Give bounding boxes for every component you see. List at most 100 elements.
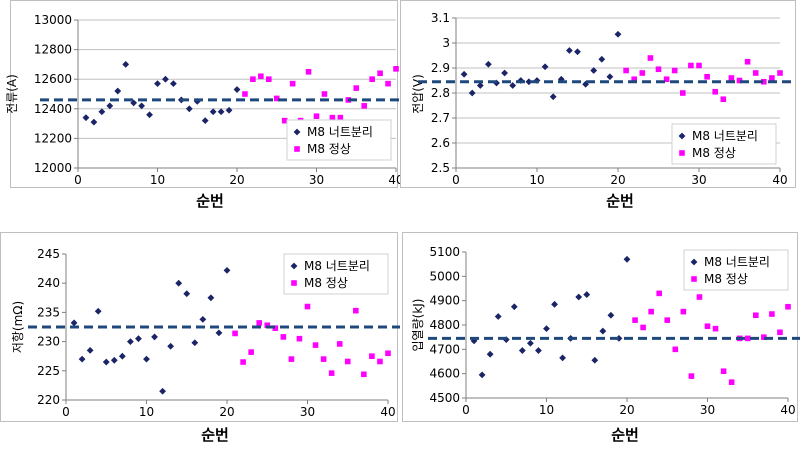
data-point-normal xyxy=(336,341,343,347)
data-point-normal xyxy=(328,370,335,376)
x-tick-label: 30 xyxy=(309,173,324,187)
legend-marker-normal xyxy=(679,150,685,156)
y-tick-label: 12600 xyxy=(34,72,72,86)
data-point-normal xyxy=(769,75,775,81)
data-point-separated xyxy=(606,73,614,81)
y-tick-label: 4800 xyxy=(429,318,460,332)
data-point-normal xyxy=(353,85,360,91)
data-point-separated xyxy=(518,347,526,354)
data-point-normal xyxy=(785,303,791,310)
data-point-separated xyxy=(225,106,233,114)
data-point-normal xyxy=(273,95,280,102)
x-tick-label: 20 xyxy=(619,403,634,417)
data-point-normal xyxy=(266,76,272,82)
data-point-separated xyxy=(175,279,183,287)
x-tick-label: 40 xyxy=(772,173,787,187)
data-point-normal xyxy=(623,67,629,74)
data-point-separated xyxy=(122,61,130,68)
legend-label: M8 정상 xyxy=(304,276,348,290)
data-point-normal xyxy=(320,356,327,362)
data-point-normal xyxy=(761,78,767,85)
data-point-normal xyxy=(353,307,359,314)
data-point-separated xyxy=(478,371,486,379)
y-axis-label: 저항(mΩ) xyxy=(11,301,25,353)
legend-marker-separated xyxy=(690,258,698,266)
data-point-normal xyxy=(377,358,383,365)
legend-marker-normal xyxy=(291,280,297,286)
data-point-separated xyxy=(575,293,583,301)
data-point-normal xyxy=(393,66,399,72)
data-point-normal xyxy=(728,379,735,385)
data-point-separated xyxy=(110,356,118,364)
data-point-normal xyxy=(712,88,718,95)
data-point-separated xyxy=(199,316,207,323)
data-point-separated xyxy=(549,93,557,101)
y-tick-label: 225 xyxy=(37,364,60,378)
y-tick-label: 3 xyxy=(442,36,450,50)
data-point-normal xyxy=(761,334,767,340)
data-point-normal xyxy=(647,55,654,61)
legend-box xyxy=(286,119,392,161)
data-point-normal xyxy=(728,75,735,81)
y-tick-label: 12000 xyxy=(34,161,72,175)
data-point-normal xyxy=(688,373,695,379)
data-point-normal xyxy=(304,303,311,310)
voltage-scatter-chart: 2.5 2.6 2.7 2.8 2.9 3 3.1 0 10 20 30 40 전압(V) M8 너트분리… xyxy=(411,11,794,187)
data-point-separated xyxy=(118,352,126,360)
data-point-separated xyxy=(591,356,599,364)
x-tick-label: 0 xyxy=(74,173,82,187)
data-point-separated xyxy=(583,291,591,298)
data-point-separated xyxy=(215,329,223,337)
data-point-normal xyxy=(631,76,637,83)
data-point-separated xyxy=(183,290,191,298)
data-point-separated xyxy=(146,111,153,119)
data-point-normal xyxy=(258,73,264,80)
y-tick-label: 245 xyxy=(37,247,60,261)
data-point-separated xyxy=(94,307,102,315)
data-point-normal xyxy=(288,356,295,362)
data-point-separated xyxy=(509,82,517,89)
legend-label: M8 정상 xyxy=(704,272,748,286)
x-tick-label: 10 xyxy=(150,173,165,187)
data-point-separated xyxy=(209,108,217,116)
data-point-separated xyxy=(162,75,169,83)
data-point-normal xyxy=(361,103,367,109)
data-point-normal xyxy=(312,342,319,348)
y-axis-label: 전압(V) xyxy=(411,74,425,114)
y-tick-label: 5100 xyxy=(429,245,460,259)
data-point-normal xyxy=(337,114,344,121)
chart-frame xyxy=(10,0,398,188)
data-point-separated xyxy=(551,300,558,308)
data-point-separated xyxy=(598,55,606,63)
x-tick-label: 10 xyxy=(139,405,154,419)
data-point-separated xyxy=(170,80,177,88)
y-tick-label: 2.5 xyxy=(431,161,450,175)
data-point-separated xyxy=(102,358,110,366)
y-tick-label: 2.8 xyxy=(431,86,450,100)
data-point-normal xyxy=(329,114,336,121)
data-point-separated xyxy=(525,78,533,86)
x-tick-label: 30 xyxy=(691,173,706,187)
x-tick-label: 10 xyxy=(529,173,544,187)
data-point-separated xyxy=(167,342,175,350)
data-point-separated xyxy=(614,30,622,38)
legend-marker-separated xyxy=(293,128,301,136)
x-tick-label: 20 xyxy=(229,173,244,187)
data-point-separated xyxy=(541,63,549,71)
data-point-separated xyxy=(191,339,199,347)
data-point-normal xyxy=(672,346,679,353)
data-point-normal xyxy=(712,325,719,332)
data-point-separated xyxy=(207,294,215,302)
data-point-separated xyxy=(566,47,573,54)
data-point-normal xyxy=(639,70,646,76)
chart-panel-resistance: 220 225 230 235 240 245 0 10 20 30 40 저항(mΩ) M8 너트분리… xyxy=(0,232,400,451)
data-point-separated xyxy=(98,108,106,116)
data-point-separated xyxy=(543,325,550,333)
data-point-separated xyxy=(510,303,518,311)
data-point-separated xyxy=(486,350,494,358)
x-tick-label: 0 xyxy=(462,403,470,417)
data-point-separated xyxy=(485,60,492,68)
data-point-separated xyxy=(501,69,508,77)
data-point-normal xyxy=(704,73,710,80)
x-tick-label: 40 xyxy=(780,403,795,417)
